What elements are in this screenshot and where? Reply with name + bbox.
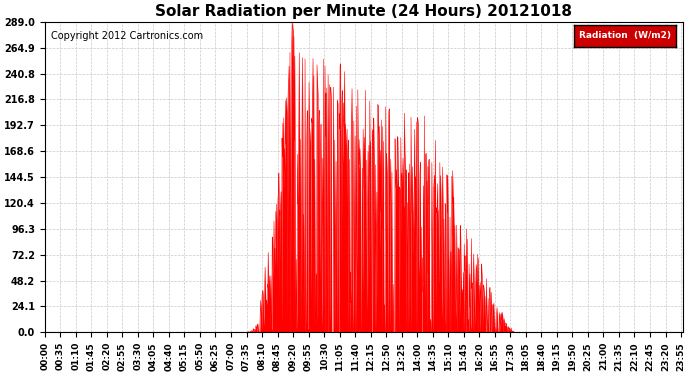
Title: Solar Radiation per Minute (24 Hours) 20121018: Solar Radiation per Minute (24 Hours) 20… bbox=[155, 4, 572, 19]
Text: Copyright 2012 Cartronics.com: Copyright 2012 Cartronics.com bbox=[51, 31, 204, 41]
